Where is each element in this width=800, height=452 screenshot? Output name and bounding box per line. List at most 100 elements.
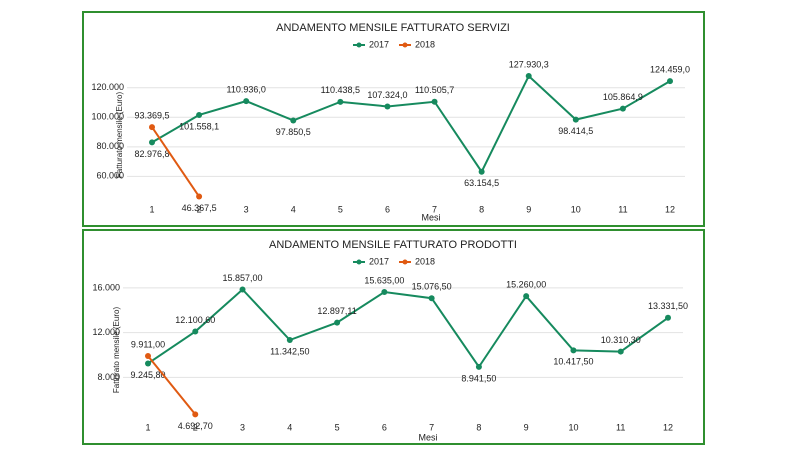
data-point bbox=[381, 288, 388, 295]
y-tick-label: 60.000 bbox=[96, 171, 124, 181]
data-label: 10.310,30 bbox=[601, 335, 641, 345]
data-point bbox=[290, 117, 297, 124]
data-label: 107.324,0 bbox=[367, 90, 407, 100]
y-tick-label: 100.000 bbox=[91, 112, 124, 122]
data-point bbox=[667, 78, 673, 85]
x-tick-label: 7 bbox=[432, 204, 437, 214]
y-tick-label: 8.000 bbox=[97, 372, 120, 382]
data-point bbox=[665, 314, 671, 321]
data-point bbox=[570, 347, 577, 354]
legend-label: 2018 bbox=[415, 39, 435, 49]
series-line bbox=[151, 74, 671, 174]
data-point bbox=[149, 139, 155, 146]
chart-frame bbox=[82, 11, 705, 227]
data-point bbox=[243, 98, 250, 105]
data-label: 10.417,50 bbox=[553, 357, 593, 367]
data-label: 15.076,50 bbox=[412, 282, 452, 292]
y-tick-label: 80.000 bbox=[96, 141, 124, 151]
data-label: 63.154,5 bbox=[464, 178, 499, 188]
legend-marker bbox=[356, 259, 362, 265]
data-label: 124.459,0 bbox=[650, 65, 690, 75]
data-point bbox=[192, 328, 199, 335]
y-tick-label: 16.000 bbox=[92, 282, 120, 292]
y-axis-label: Fatturato mensile (Euro) bbox=[112, 307, 121, 394]
data-point bbox=[192, 411, 199, 418]
data-label: 101.558,1 bbox=[179, 121, 219, 131]
data-point bbox=[478, 168, 485, 175]
data-label: 9.245,80 bbox=[130, 370, 165, 380]
x-tick-label: 1 bbox=[145, 422, 150, 432]
x-tick-label: 9 bbox=[526, 204, 531, 214]
legend-label: 2017 bbox=[369, 39, 389, 49]
x-tick-label: 5 bbox=[338, 204, 343, 214]
y-axis-label: Fatturato mensile (Euro) bbox=[115, 92, 124, 179]
y-tick-label: 12.000 bbox=[92, 327, 120, 337]
legend-label: 2017 bbox=[369, 256, 389, 266]
x-tick-label: 11 bbox=[616, 422, 625, 432]
data-label: 97.850,5 bbox=[276, 127, 311, 137]
x-tick-label: 9 bbox=[524, 422, 529, 432]
data-point bbox=[619, 105, 626, 112]
chart-title: ANDAMENTO MENSILE FATTURATO SERVIZI bbox=[276, 22, 510, 34]
data-label: 15.260,00 bbox=[506, 280, 546, 290]
x-tick-label: 2 bbox=[197, 204, 202, 214]
data-point bbox=[145, 353, 151, 360]
chart-title: ANDAMENTO MENSILE FATTURATO PRODOTTI bbox=[269, 239, 517, 251]
x-axis-label: Mesi bbox=[421, 212, 440, 222]
data-point bbox=[572, 116, 579, 123]
series-line bbox=[151, 126, 200, 198]
x-tick-label: 2 bbox=[193, 422, 198, 432]
data-point bbox=[384, 103, 391, 110]
data-label: 82.976,8 bbox=[134, 149, 169, 159]
data-point bbox=[196, 111, 203, 118]
data-label: 46.367,5 bbox=[182, 203, 217, 213]
series-line bbox=[147, 288, 669, 369]
data-label: 110.936,0 bbox=[226, 84, 265, 94]
data-point bbox=[196, 193, 203, 200]
y-tick-label: 120.000 bbox=[91, 82, 124, 92]
x-tick-label: 3 bbox=[244, 204, 249, 214]
data-label: 15.857,00 bbox=[223, 273, 263, 283]
data-label: 4.692,70 bbox=[178, 421, 213, 431]
data-label: 13.331,50 bbox=[648, 301, 688, 311]
x-tick-label: 7 bbox=[429, 422, 434, 432]
data-point bbox=[286, 337, 293, 344]
data-point bbox=[428, 295, 435, 302]
x-axis-label: Mesi bbox=[418, 432, 437, 442]
data-label: 110.505,7 bbox=[415, 85, 454, 95]
data-point bbox=[149, 124, 155, 131]
data-point bbox=[523, 293, 530, 300]
data-label: 12.100,60 bbox=[175, 315, 215, 325]
x-tick-label: 8 bbox=[476, 422, 481, 432]
data-point bbox=[239, 286, 246, 293]
data-label: 93.369,5 bbox=[134, 110, 169, 120]
x-tick-label: 10 bbox=[571, 204, 581, 214]
legend-marker bbox=[402, 259, 408, 265]
data-label: 98.414,5 bbox=[558, 126, 593, 136]
x-tick-label: 4 bbox=[287, 422, 292, 432]
x-tick-label: 3 bbox=[240, 422, 245, 432]
x-tick-label: 10 bbox=[568, 422, 578, 432]
data-label: 15.635,00 bbox=[364, 275, 404, 285]
legend-label: 2018 bbox=[415, 256, 435, 266]
data-point bbox=[431, 98, 438, 105]
data-point bbox=[337, 98, 344, 105]
x-tick-label: 1 bbox=[149, 204, 154, 214]
data-point bbox=[617, 348, 624, 355]
data-point bbox=[334, 319, 341, 326]
x-tick-label: 12 bbox=[665, 204, 675, 214]
legend-marker bbox=[356, 42, 362, 48]
x-tick-label: 8 bbox=[479, 204, 484, 214]
x-tick-label: 5 bbox=[335, 422, 340, 432]
data-point bbox=[475, 363, 482, 370]
x-tick-label: 6 bbox=[385, 204, 390, 214]
x-tick-label: 6 bbox=[382, 422, 387, 432]
data-label: 110.438,5 bbox=[321, 85, 360, 95]
x-tick-label: 11 bbox=[618, 204, 627, 214]
data-label: 9.911,00 bbox=[131, 339, 165, 349]
data-label: 127.930,3 bbox=[509, 59, 549, 69]
data-point bbox=[145, 360, 151, 367]
data-label: 105.864,9 bbox=[603, 92, 643, 102]
